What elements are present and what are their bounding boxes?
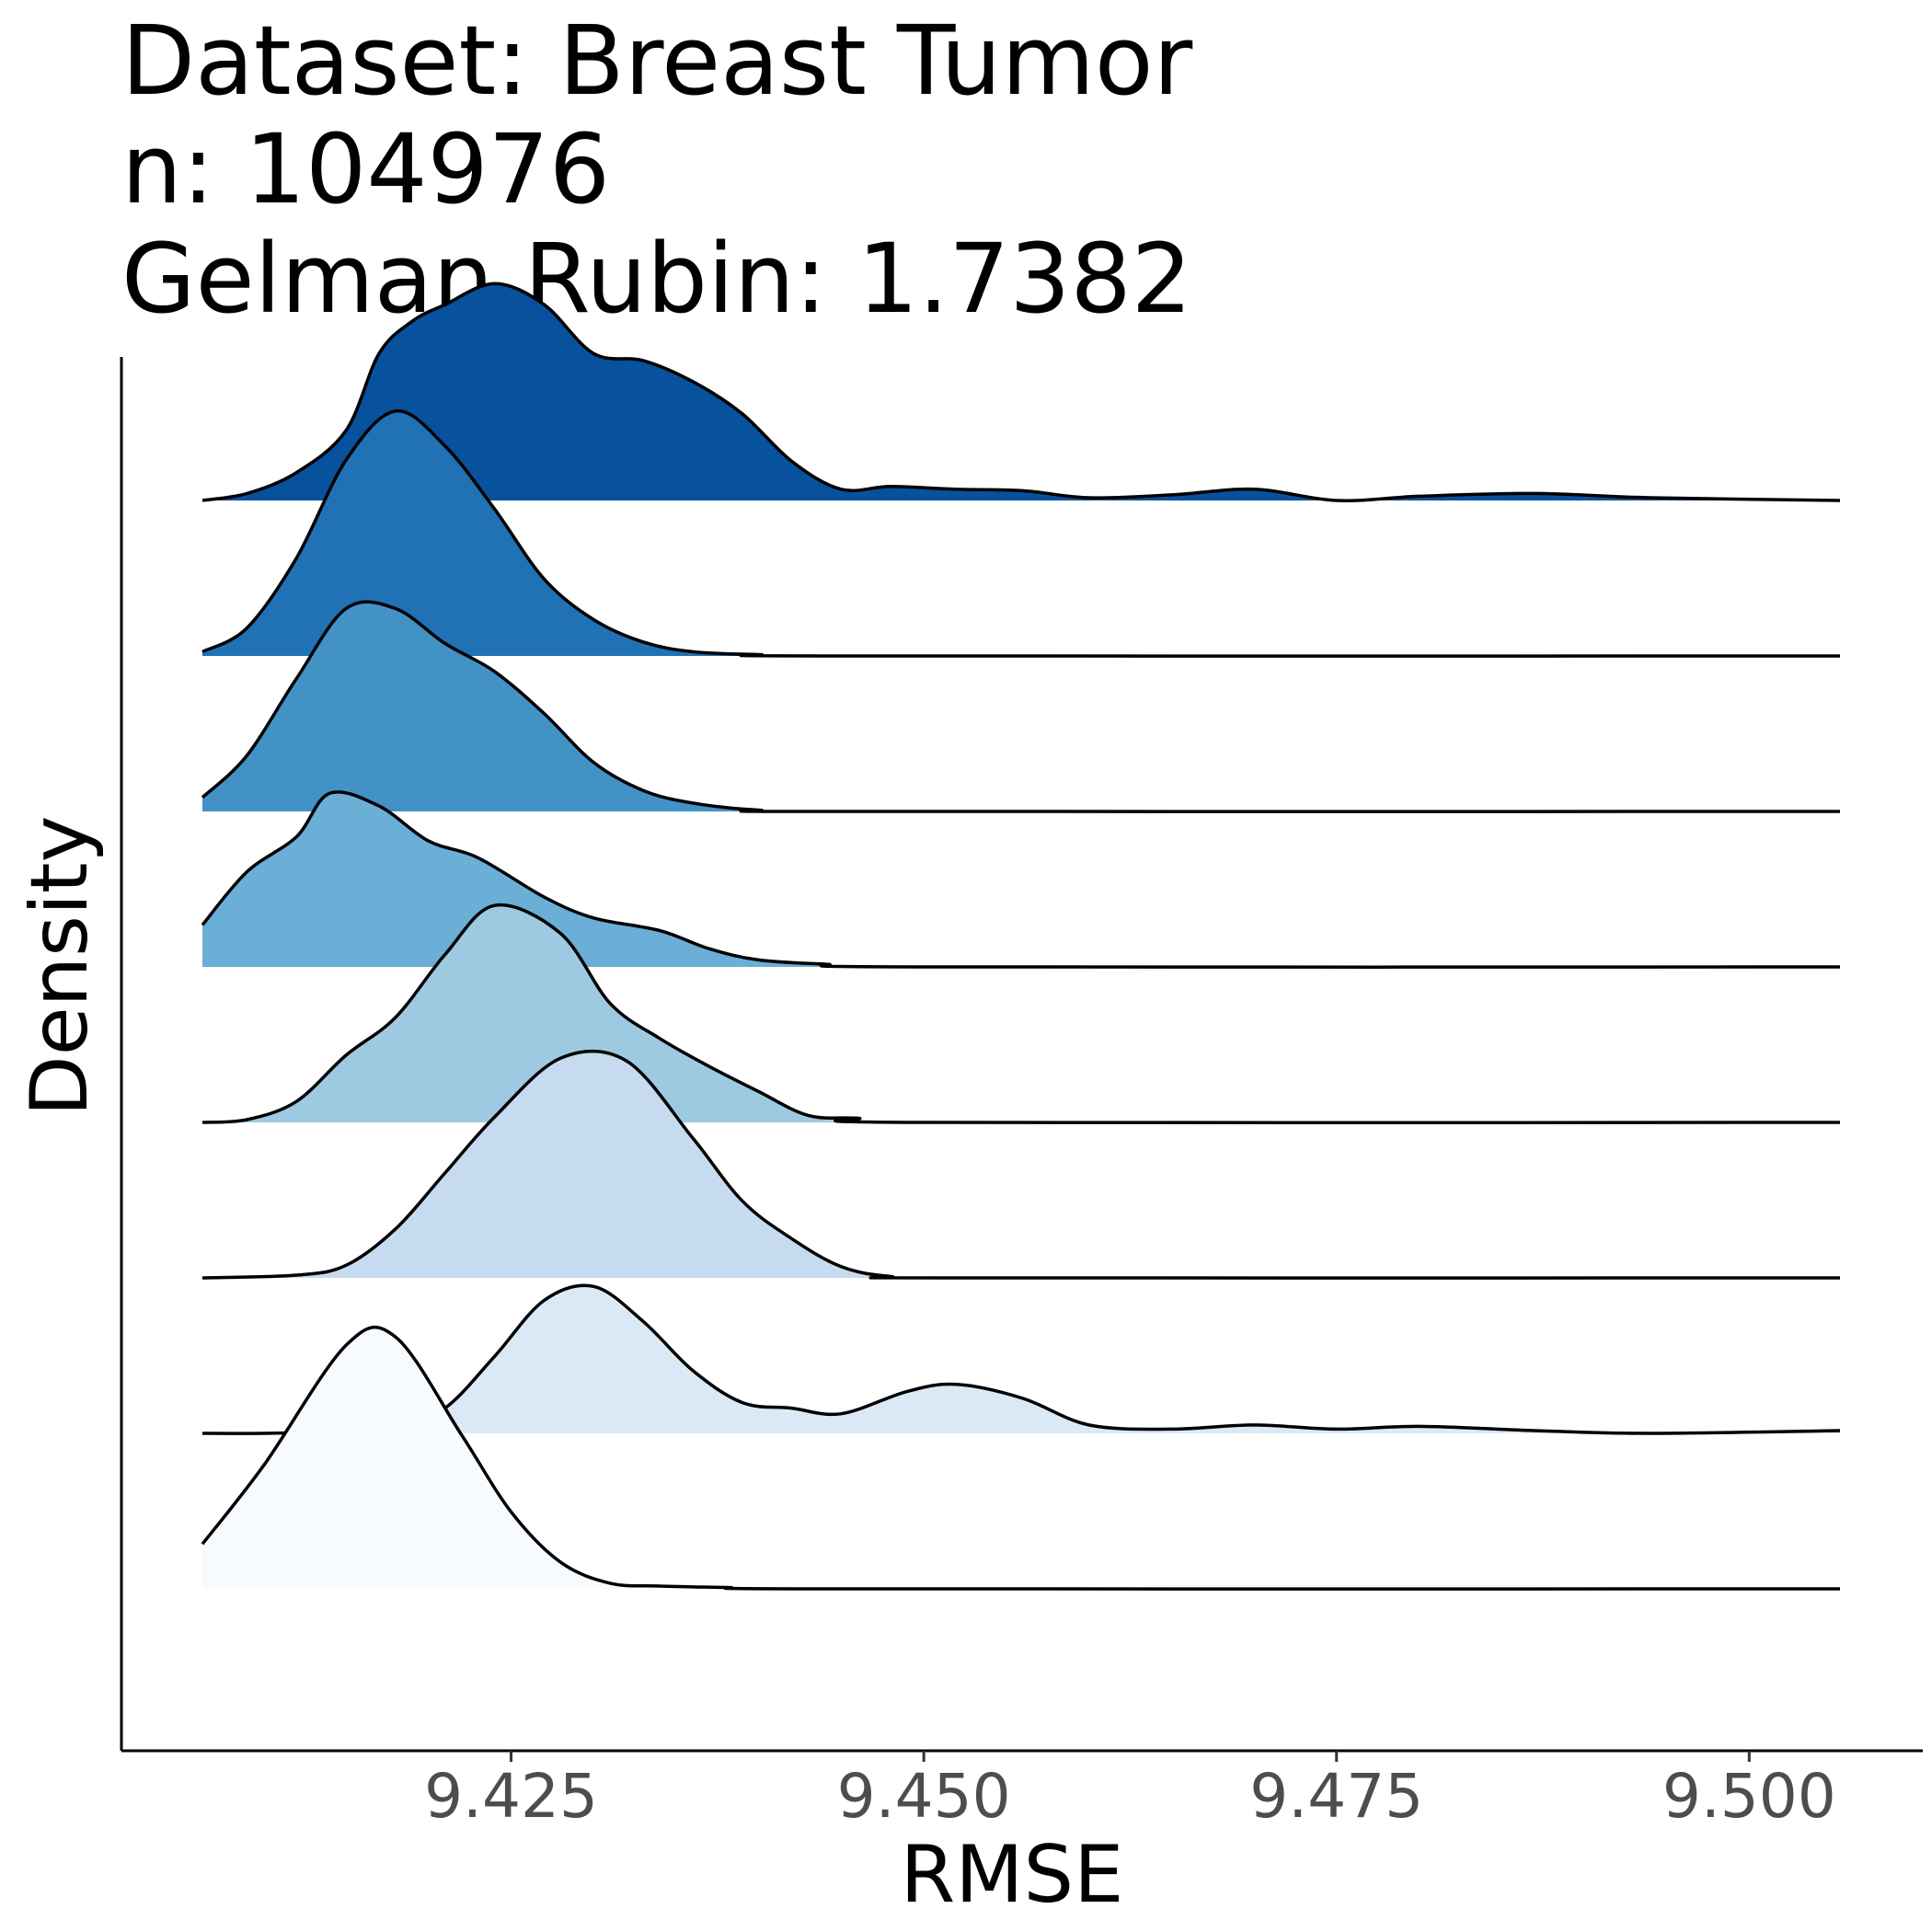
ridge-fill-2 [202,1285,1840,1434]
ridge-fill-5 [202,791,1840,968]
chart-title-line-3: Gelman Rubin: 1.7382 [121,223,1192,335]
chart-title-line-2: n: 104976 [121,113,611,225]
chart-title-line-1: Dataset: Breast Tumor [121,5,1193,117]
x-tick-label: 9.425 [424,1761,598,1832]
ridge-outline-1 [201,1325,1841,1591]
x-axis-label: RMSE [900,1829,1124,1921]
ridge-fill-6 [202,602,1840,812]
ridge-outline-5 [201,790,1841,969]
ridge-fill-3 [202,1051,1840,1279]
x-ticks-group: 9.425 9.450 9.475 9.500 [424,1751,1836,1832]
ridge-fill-8 [202,283,1840,501]
ridges-group [201,282,1841,1591]
ridge-outline-4 [201,903,1841,1125]
y-axis-label: Density [14,815,106,1117]
ridge-outline-6 [201,600,1841,813]
ridge-outline-8 [201,282,1841,502]
x-tick-label: 9.500 [1662,1761,1836,1832]
x-tick-label: 9.475 [1249,1761,1423,1832]
ridge-outline-7 [201,409,1841,658]
ridge-fill-1 [202,1327,1840,1590]
x-tick-label: 9.450 [837,1761,1011,1832]
ridge-outline-3 [201,1049,1841,1280]
